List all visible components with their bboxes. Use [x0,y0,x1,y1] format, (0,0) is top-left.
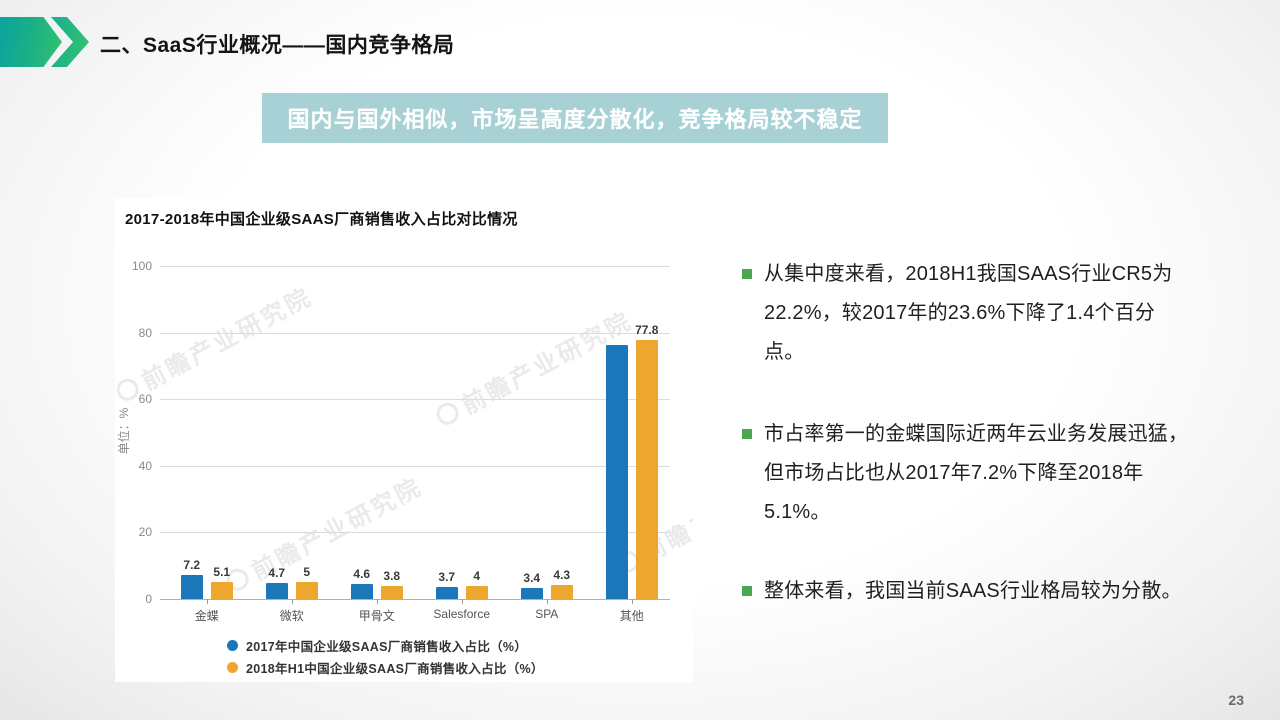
gridline [160,266,670,267]
legend-item-2017: 2017年中国企业级SAAS厂商销售收入占比（%） [227,634,544,656]
x-axis-label: Salesforce [433,607,491,621]
gridline [160,399,670,401]
y-tick-label: 20 [138,525,152,540]
header-arrow-decoration [0,17,95,67]
arrow-icon [0,17,62,67]
slide-title: 二、SaaS行业概况——国内竞争格局 [100,34,455,57]
bar-2017 [180,575,203,599]
bar-2018h1 [295,582,318,599]
bar-value-label: 4.3 [553,567,571,582]
x-tick-mark [461,599,463,604]
page-number: 23 [1228,692,1244,708]
bar-value-label: 5 [303,565,311,580]
bullet-text: 从集中度来看，2018H1我国SAAS行业CR5为22.2%，较2017年的23… [764,263,1173,363]
bar-2018h1 [635,339,658,599]
bar-value-label: 4 [473,568,481,583]
bullet-square-icon [742,269,752,279]
bar-chart-panel: 2017-2018年中国企业级SAAS厂商销售收入占比对比情况 前瞻产业研究院 … [115,198,693,682]
bar-value-label: 4.7 [268,566,286,581]
bar-2018h1 [210,582,233,599]
y-tick-label: 60 [138,392,152,407]
bar-value-label: 4.6 [353,566,371,581]
gridline [160,532,670,534]
bar-value-label: 3.4 [523,570,541,585]
x-axis-label: 微软 [279,609,304,623]
chart-title: 2017-2018年中国企业级SAAS厂商销售收入占比对比情况 [125,211,518,228]
y-axis-title: 单位：% [117,407,131,455]
bullet-item: 市占率第一的金蝶国际近两年云业务发展迅猛，但市场占比也从2017年7.2%下降至… [742,415,1194,532]
bullet-text: 市占率第一的金蝶国际近两年云业务发展迅猛，但市场占比也从2017年7.2%下降至… [764,423,1189,523]
bullet-item: 从集中度来看，2018H1我国SAAS行业CR5为22.2%，较2017年的23… [742,255,1194,372]
plot-area: 单位：% 0 20 40 60 80 100 金蝶 7.2 5.1 微软 4.7 5 甲骨文 4.6 3.8… [117,259,670,623]
legend-label-2018h1: 2018年H1中国企业级SAAS厂商销售收入占比（%） [246,661,544,676]
bar-value-label: 5.1 [213,565,231,580]
x-axis-label: 甲骨文 [358,609,395,623]
bar-2017 [265,583,288,599]
bar-2018h1 [550,584,573,599]
x-tick-mark [206,599,208,604]
x-tick-mark [376,599,378,604]
bar-2018h1 [465,585,488,599]
x-axis-label: SPA [535,607,559,621]
bar-value-label: 77.8 [635,322,659,337]
x-tick-mark [546,599,548,604]
bar-2017 [605,344,628,599]
legend-item-2018h1: 2018年H1中国企业级SAAS厂商销售收入占比（%） [227,656,544,678]
bar-2017 [435,586,458,599]
x-tick-mark [631,599,633,604]
bar-2017 [520,587,543,599]
legend-dot-2018h1-icon [227,661,238,673]
legend-dot-2017-icon [227,639,238,651]
gridline [160,465,670,467]
bar-value-label: 3.8 [383,569,401,584]
x-tick-mark [291,599,293,604]
gridline [160,599,670,600]
bullet-text: 整体来看，我国当前SAAS行业格局较为分散。 [764,580,1182,602]
bullet-item: 整体来看，我国当前SAAS行业格局较为分散。 [742,572,1194,611]
bar-2018h1 [380,586,403,599]
bar-value-label: 7.2 [183,558,201,573]
bullet-square-icon [742,586,752,596]
legend-label-2017: 2017年中国企业级SAAS厂商销售收入占比（%） [246,639,528,654]
y-tick-label: 0 [145,592,152,606]
chart-legend: 2017年中国企业级SAAS厂商销售收入占比（%） 2018年H1中国企业级SA… [227,634,544,678]
x-axis-label: 其他 [619,609,644,623]
y-tick-label: 80 [138,325,152,340]
bar-value-label: 3.7 [438,569,456,584]
bar-2017 [350,583,373,599]
bullet-square-icon [742,429,752,439]
x-axis-label: 金蝶 [194,609,219,623]
y-tick-label: 100 [131,259,152,273]
y-tick-label: 40 [138,458,152,473]
gridline [160,332,670,334]
highlight-banner: 国内与国外相似，市场呈高度分散化，竞争格局较不稳定 [262,93,888,143]
